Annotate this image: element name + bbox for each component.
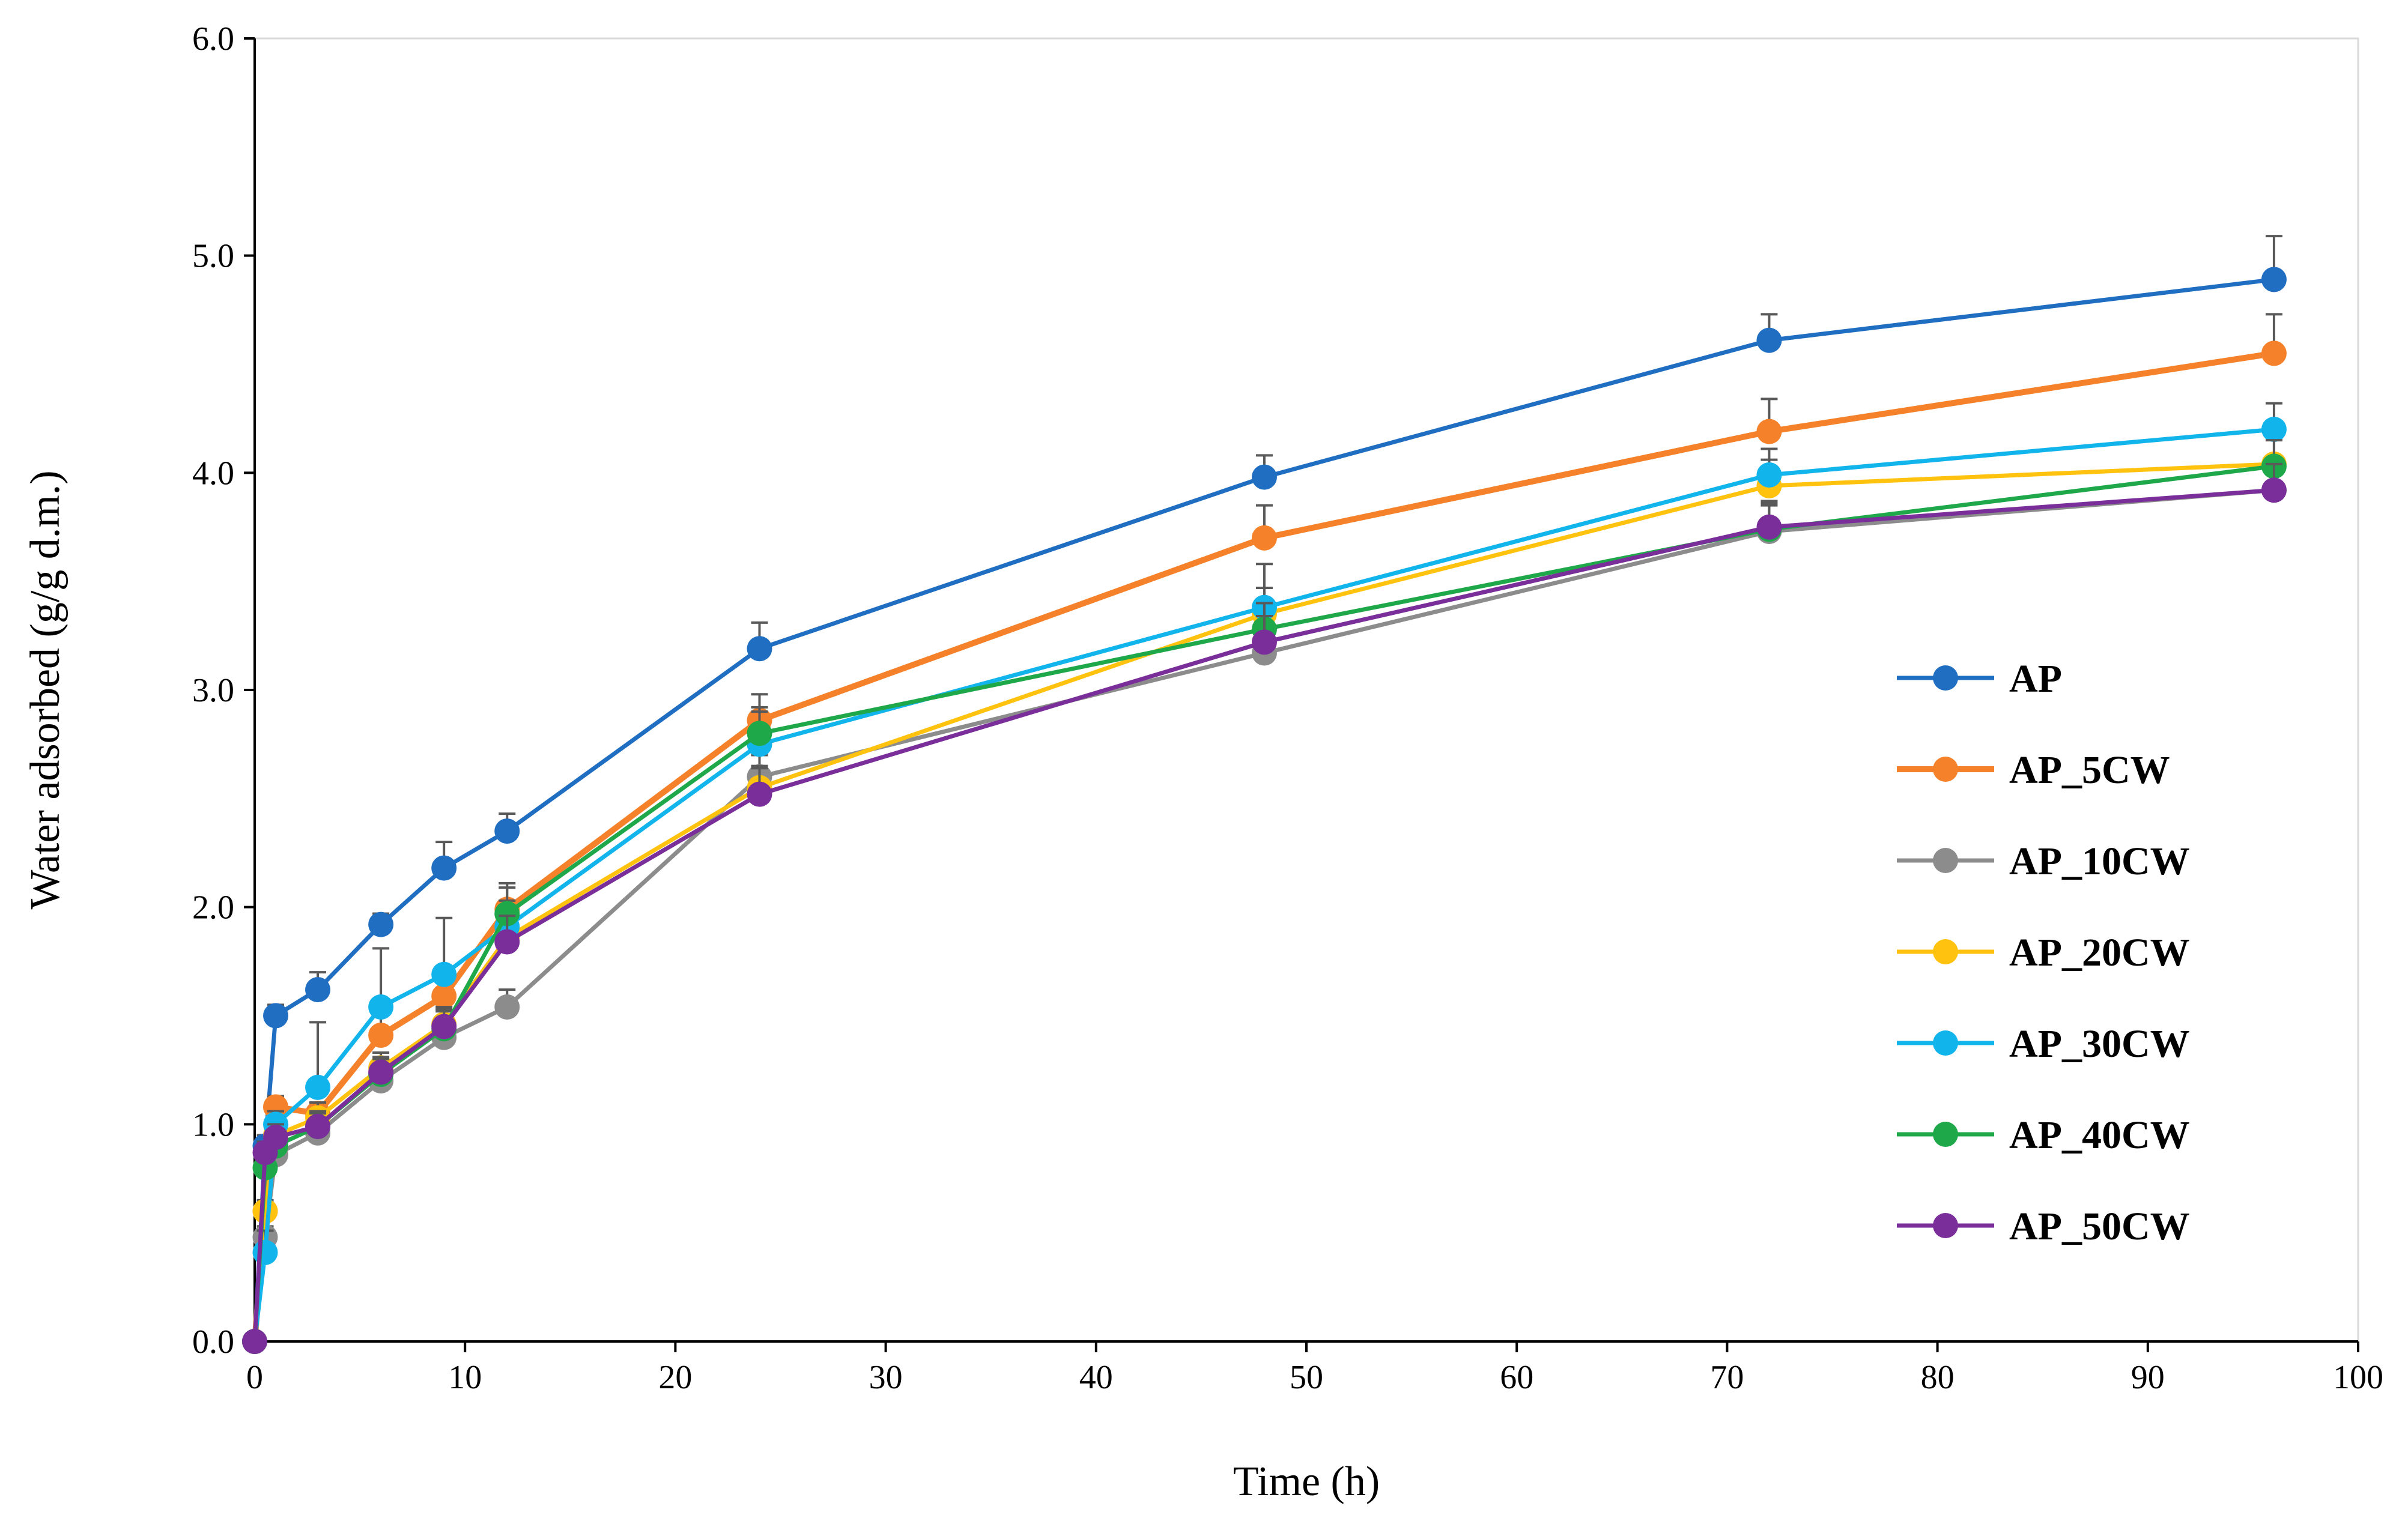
x-tick-label: 100 (2333, 1359, 2383, 1396)
data-point (1756, 419, 1782, 444)
series-layer (242, 235, 2287, 1354)
x-tick-label: 10 (448, 1359, 482, 1396)
y-tick-label: 1.0 (192, 1106, 234, 1143)
y-tick-label: 5.0 (192, 238, 234, 275)
x-tick-label: 60 (1500, 1359, 1533, 1396)
data-point (305, 1074, 331, 1100)
data-point (1756, 462, 1782, 488)
data-point (2261, 417, 2287, 442)
x-tick-label: 70 (1710, 1359, 1744, 1396)
legend-marker (1933, 1122, 1958, 1147)
data-point (252, 1239, 278, 1265)
axis-ticks: 0 10 20 30 40 50 60 70 80 90 100 0.0 1.0 2.0 3.0 4.0 5.0… (192, 20, 2383, 1396)
legend-item: AP (1897, 657, 2062, 701)
y-tick-label: 2.0 (192, 889, 234, 927)
legend-marker (1933, 665, 1958, 691)
y-tick-label: 4.0 (192, 455, 234, 492)
data-point (263, 1125, 289, 1151)
data-point (494, 901, 520, 927)
data-point (368, 1023, 394, 1048)
legend-marker (1933, 1213, 1958, 1238)
x-tick-label: 40 (1079, 1359, 1113, 1396)
legend: AP AP_5CW AP_10CW AP_20CW AP_30CW AP_40CW AP_5… (1897, 657, 2190, 1248)
data-point (2261, 267, 2287, 292)
data-point (2261, 477, 2287, 503)
legend-marker (1933, 848, 1958, 873)
legend-label: AP_30CW (2009, 1022, 2190, 1066)
y-tick-label: 0.0 (192, 1323, 234, 1361)
data-point (1251, 629, 1277, 655)
data-point (1251, 464, 1277, 490)
y-tick-label: 6.0 (192, 20, 234, 58)
x-tick-label: 30 (869, 1359, 903, 1396)
x-axis-title: Time (h) (1233, 1459, 1380, 1505)
x-tick-label: 90 (2131, 1359, 2165, 1396)
data-point (494, 994, 520, 1020)
legend-label: AP_20CW (2009, 931, 2190, 975)
legend-item: AP_5CW (1897, 748, 2170, 792)
legend-marker (1933, 1030, 1958, 1056)
legend-marker (1933, 939, 1958, 964)
x-tick-label: 20 (658, 1359, 692, 1396)
legend-item: AP_40CW (1897, 1113, 2190, 1157)
data-point (494, 929, 520, 955)
legend-label: AP_10CW (2009, 839, 2190, 883)
x-tick-label: 0 (246, 1359, 263, 1396)
data-point (242, 1329, 267, 1354)
x-tick-label: 50 (1290, 1359, 1323, 1396)
legend-label: AP (2009, 657, 2062, 701)
data-point (2261, 340, 2287, 366)
data-point (431, 961, 457, 987)
data-point (263, 1094, 289, 1120)
data-point (494, 818, 520, 844)
y-tick-label: 3.0 (192, 672, 234, 709)
data-point (1251, 525, 1277, 551)
legend-label: AP_50CW (2009, 1205, 2190, 1248)
data-point (368, 912, 394, 937)
data-point (747, 781, 772, 807)
data-point (431, 855, 457, 881)
series-ap-50cw (242, 462, 2287, 1354)
legend-item: AP_50CW (1897, 1205, 2190, 1248)
legend-item: AP_20CW (1897, 931, 2190, 975)
data-point (368, 1059, 394, 1085)
legend-label: AP_5CW (2009, 748, 2170, 792)
data-point (1756, 327, 1782, 353)
data-point (747, 721, 772, 746)
legend-item: AP_30CW (1897, 1022, 2190, 1066)
data-point (1756, 514, 1782, 540)
legend-item: AP_10CW (1897, 839, 2190, 883)
data-point (305, 1113, 331, 1139)
data-point (263, 1003, 289, 1029)
data-point (431, 1014, 457, 1039)
legend-label: AP_40CW (2009, 1113, 2190, 1157)
data-point (431, 983, 457, 1009)
data-point (368, 994, 394, 1020)
data-point (252, 1199, 278, 1224)
legend-marker (1933, 757, 1958, 782)
x-tick-label: 80 (1921, 1359, 1955, 1396)
data-point (305, 977, 331, 1003)
y-axis-title: Water adsorbed (g/g d.m.) (22, 470, 68, 909)
data-point (747, 636, 772, 662)
